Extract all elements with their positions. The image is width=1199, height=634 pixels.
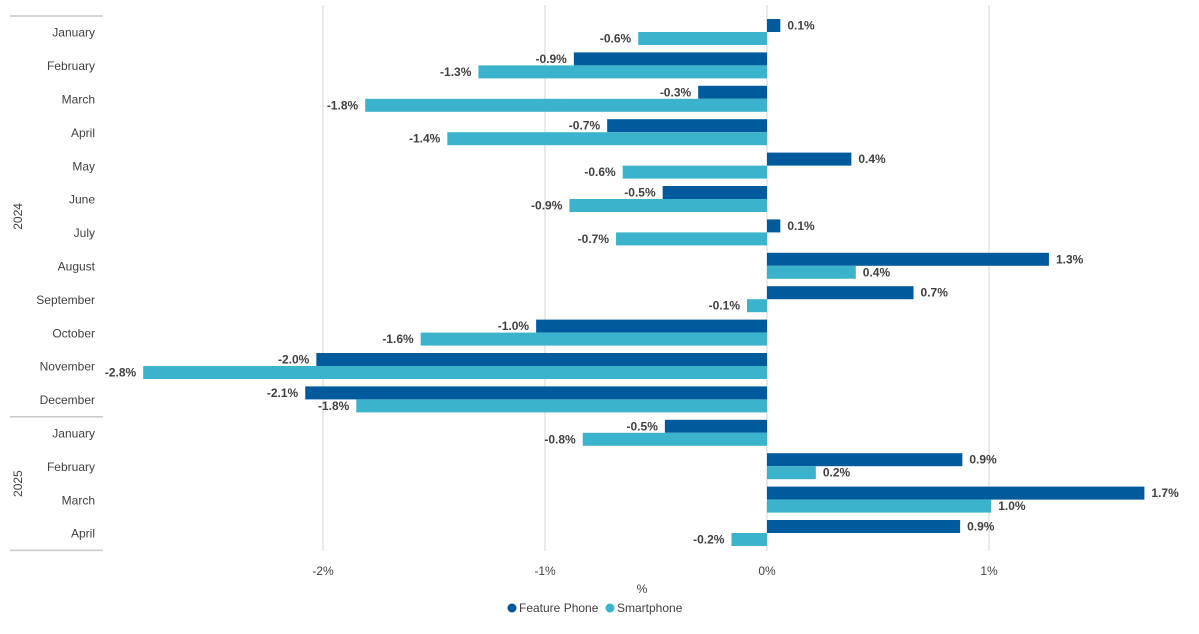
category-label: August bbox=[58, 260, 96, 274]
bar-feature-phone[interactable] bbox=[698, 85, 767, 99]
bar-smartphone[interactable] bbox=[616, 232, 767, 246]
bar-feature-phone[interactable] bbox=[767, 19, 781, 32]
data-label: 0.4% bbox=[858, 152, 886, 166]
bar-smartphone[interactable] bbox=[767, 466, 816, 480]
data-label: 0.1% bbox=[787, 219, 815, 233]
legend-marker bbox=[507, 603, 517, 613]
bar-smartphone[interactable] bbox=[622, 165, 767, 179]
bar-feature-phone[interactable] bbox=[316, 353, 767, 366]
bar-smartphone[interactable] bbox=[731, 533, 767, 546]
x-tick-label: 1% bbox=[980, 564, 998, 578]
data-label: -0.6% bbox=[600, 32, 632, 46]
data-label: -0.9% bbox=[531, 199, 563, 213]
bar-smartphone[interactable] bbox=[420, 332, 767, 346]
data-label: -0.2% bbox=[693, 533, 725, 547]
bar-feature-phone[interactable] bbox=[767, 286, 914, 300]
bar-feature-phone[interactable] bbox=[767, 520, 961, 533]
category-label: March bbox=[62, 93, 95, 107]
data-label: 0.4% bbox=[863, 265, 891, 279]
bar-feature-phone[interactable] bbox=[305, 386, 767, 400]
data-label: 1.0% bbox=[998, 499, 1026, 513]
category-label: May bbox=[72, 159, 95, 173]
legend-label[interactable]: Feature Phone bbox=[519, 601, 599, 615]
x-tick-label: -1% bbox=[534, 564, 556, 578]
bar-feature-phone[interactable] bbox=[767, 252, 1049, 266]
data-label: -2.1% bbox=[267, 386, 299, 400]
data-label: -0.7% bbox=[569, 119, 601, 133]
data-label: -0.5% bbox=[627, 419, 659, 433]
category-label: January bbox=[52, 26, 95, 40]
bar-feature-phone[interactable] bbox=[536, 319, 767, 333]
data-label: -1.4% bbox=[409, 132, 441, 146]
data-label: -2.0% bbox=[278, 353, 310, 367]
bar-smartphone[interactable] bbox=[365, 98, 767, 112]
data-label: -1.6% bbox=[382, 332, 414, 346]
legend-marker bbox=[605, 603, 615, 613]
x-tick-label: -2% bbox=[312, 564, 334, 578]
x-axis-title: % bbox=[637, 582, 648, 596]
bar-feature-phone[interactable] bbox=[767, 219, 781, 233]
bar-smartphone[interactable] bbox=[143, 366, 767, 379]
data-label: 1.3% bbox=[1056, 252, 1084, 266]
bar-feature-phone[interactable] bbox=[573, 52, 767, 66]
data-label: -0.8% bbox=[544, 432, 576, 446]
category-label: December bbox=[40, 393, 95, 407]
bar-smartphone[interactable] bbox=[447, 132, 767, 146]
category-label: January bbox=[52, 427, 95, 441]
category-label: February bbox=[47, 59, 95, 73]
bar-smartphone[interactable] bbox=[478, 65, 767, 79]
data-label: -0.1% bbox=[709, 299, 741, 313]
bar-feature-phone[interactable] bbox=[767, 152, 852, 166]
bar-smartphone[interactable] bbox=[569, 199, 767, 212]
bar-smartphone[interactable] bbox=[767, 499, 992, 513]
bar-feature-phone[interactable] bbox=[662, 186, 767, 199]
data-label: 0.1% bbox=[787, 19, 815, 33]
data-label: -0.3% bbox=[660, 85, 692, 99]
category-label: April bbox=[71, 527, 95, 541]
bar-feature-phone[interactable] bbox=[607, 119, 767, 133]
data-label: -1.8% bbox=[327, 98, 359, 112]
data-label: -0.7% bbox=[578, 232, 610, 246]
category-label: July bbox=[74, 226, 95, 240]
data-label: -1.0% bbox=[498, 319, 530, 333]
category-label: April bbox=[71, 126, 95, 140]
data-label: 0.9% bbox=[967, 520, 995, 534]
bar-smartphone[interactable] bbox=[747, 299, 767, 313]
data-label: -0.6% bbox=[584, 165, 616, 179]
x-tick-label: 0% bbox=[758, 564, 776, 578]
year-label: 2025 bbox=[11, 470, 25, 497]
bar-smartphone[interactable] bbox=[767, 265, 856, 279]
category-label: October bbox=[52, 326, 95, 340]
data-label: -1.3% bbox=[440, 65, 472, 79]
category-label: March bbox=[62, 493, 95, 507]
data-label: -0.9% bbox=[536, 52, 568, 66]
data-label: -0.5% bbox=[624, 186, 656, 200]
category-label: November bbox=[40, 360, 95, 374]
category-label: June bbox=[69, 193, 95, 207]
bar-smartphone[interactable] bbox=[582, 432, 767, 446]
year-label: 2024 bbox=[11, 203, 25, 230]
data-label: 0.7% bbox=[921, 286, 949, 300]
data-label: -2.8% bbox=[105, 366, 137, 380]
data-label: 0.2% bbox=[823, 466, 851, 480]
data-label: 0.9% bbox=[969, 453, 997, 467]
bar-smartphone[interactable] bbox=[356, 399, 767, 413]
bar-feature-phone[interactable] bbox=[767, 453, 963, 467]
data-label: 1.7% bbox=[1151, 486, 1179, 500]
bar-feature-phone[interactable] bbox=[767, 486, 1145, 500]
data-label: -1.8% bbox=[318, 399, 350, 413]
category-label: September bbox=[36, 293, 95, 307]
bar-feature-phone[interactable] bbox=[664, 419, 767, 433]
category-label: February bbox=[47, 460, 95, 474]
bar-smartphone[interactable] bbox=[638, 32, 767, 45]
legend-label[interactable]: Smartphone bbox=[617, 601, 683, 615]
